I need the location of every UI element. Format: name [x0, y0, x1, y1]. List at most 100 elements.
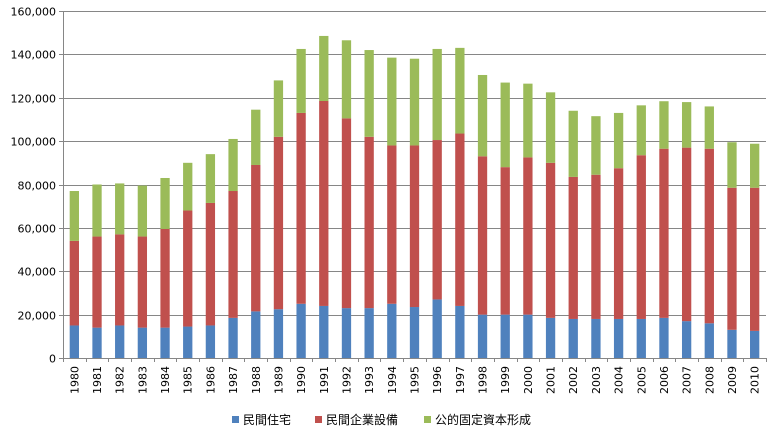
x-tick-label: 1989	[272, 366, 285, 394]
bar-segment-s2-1982	[115, 183, 125, 235]
bar-segment-s0-2010	[750, 330, 760, 358]
legend-label: 民間企業設備	[326, 412, 398, 427]
x-tick-label: 1985	[182, 366, 195, 394]
x-tick-label: 1999	[499, 366, 512, 394]
x-tick-label: 1980	[68, 366, 81, 394]
bar-segment-s1-1984	[160, 228, 170, 328]
bar-segment-s1-2010	[750, 187, 760, 331]
bar-segment-s0-2001	[545, 317, 556, 358]
bar-segment-s0-2002	[568, 318, 578, 358]
bar-segment-s0-1984	[160, 327, 170, 358]
legend-swatch	[232, 416, 239, 423]
bar-segment-s2-1994	[387, 57, 397, 146]
x-tick-label: 1986	[204, 366, 217, 394]
bar-segment-s2-2006	[659, 101, 669, 149]
bar-segment-s1-1981	[92, 236, 102, 328]
bar-segment-s0-1992	[341, 308, 352, 358]
x-tick-label: 2005	[635, 366, 648, 394]
bar-segment-s2-2009	[727, 142, 737, 188]
bar-segment-s1-1995	[409, 145, 420, 308]
x-tick-label: 1994	[386, 366, 399, 394]
bar-segment-s0-2009	[727, 329, 737, 358]
bar-segment-s0-2003	[591, 318, 601, 358]
bar-segment-s0-2004	[613, 318, 624, 358]
y-tick-label: 140,000	[11, 49, 57, 62]
bar-segment-s1-1994	[387, 145, 397, 304]
bar-segment-s2-1991	[319, 35, 329, 101]
bar-segment-s2-1990	[296, 48, 306, 113]
x-tick-label: 1981	[91, 366, 104, 394]
bar-segment-s1-1986	[205, 202, 216, 326]
bar-segment-s0-1990	[296, 303, 306, 358]
x-tick-label: 1997	[454, 366, 467, 394]
bar-segment-s2-1985	[183, 162, 193, 211]
bar-segment-s0-1987	[228, 317, 238, 358]
y-tick-label: 0	[49, 353, 56, 366]
bar-segment-s0-1995	[409, 307, 420, 358]
legend-label: 民間住宅	[243, 412, 291, 427]
legend-swatch	[424, 416, 431, 423]
bar-segment-s1-1997	[455, 133, 465, 306]
x-tick-label: 2003	[590, 366, 603, 394]
legend: 民間住宅 民間企業設備 公的固定資本形成	[232, 412, 531, 427]
bar-segment-s0-2006	[659, 317, 669, 358]
bar-segment-s0-1982	[115, 325, 125, 358]
x-tick-label: 2010	[749, 366, 762, 394]
bar-segment-s1-1987	[228, 191, 238, 318]
bar-segment-s1-2004	[613, 168, 624, 319]
x-tick-label: 2000	[522, 366, 535, 394]
x-tick-label: 2007	[681, 366, 694, 394]
bar-segment-s1-1999	[500, 167, 510, 315]
bar-segment-s2-1995	[409, 58, 420, 146]
x-tick-label: 1996	[431, 366, 444, 394]
bar-segment-s1-1998	[477, 156, 488, 315]
bar-segment-s2-1980	[69, 191, 79, 241]
bar-segment-s2-1996	[432, 48, 442, 141]
bar-segment-s0-2007	[681, 321, 692, 358]
bar-segment-s0-1988	[251, 311, 261, 358]
bar-segment-s1-2003	[591, 174, 601, 319]
x-tick-label: 2008	[703, 366, 716, 394]
bar-segment-s2-1993	[364, 50, 374, 137]
y-tick-label: 60,000	[18, 223, 57, 236]
bar-segment-s2-1984	[160, 177, 170, 229]
bar-segment-s0-1997	[455, 305, 465, 358]
bar-segment-s0-1998	[477, 314, 488, 359]
bar-segment-s1-2005	[636, 155, 646, 319]
bar-segment-s2-1983	[137, 185, 148, 237]
bar-segment-s2-1999	[500, 82, 510, 168]
bar-segment-s1-2001	[545, 162, 556, 318]
bar-segment-s2-1981	[92, 184, 102, 237]
bar-segment-s0-1983	[137, 327, 148, 358]
bar-segment-s2-2002	[568, 110, 578, 177]
x-tick-label: 1992	[340, 366, 353, 394]
bar-segment-s2-2003	[591, 116, 601, 175]
bar-segment-s2-2001	[545, 92, 556, 163]
y-tick-label: 100,000	[11, 136, 57, 149]
bar-segment-s2-2000	[523, 83, 533, 158]
y-tick-label: 80,000	[18, 180, 57, 193]
bar-segment-s1-1993	[364, 136, 374, 309]
bar-segment-s0-1994	[387, 303, 397, 358]
bar-segment-s1-1989	[273, 136, 284, 310]
bar-segment-s2-1987	[228, 138, 238, 192]
bar-segment-s1-2006	[659, 148, 669, 318]
bars	[69, 35, 760, 359]
bar-segment-s0-1980	[69, 325, 79, 358]
x-tick-label: 1984	[159, 366, 172, 394]
bar-segment-s0-2008	[704, 323, 714, 358]
bar-segment-s2-1998	[477, 74, 488, 157]
x-tick-label: 1988	[250, 366, 263, 394]
x-tick-label: 1990	[295, 366, 308, 394]
x-tick-label: 1987	[227, 366, 240, 394]
bar-segment-s2-1986	[205, 154, 216, 203]
y-axis: 0 20,000 40,000 60,000 80,000 100,000 120,000 1…	[11, 6, 64, 366]
x-tick-label: 1982	[114, 366, 127, 394]
bar-segment-s0-1985	[183, 326, 193, 358]
x-tick-label: 1993	[363, 366, 376, 394]
bar-segment-s1-1991	[319, 101, 329, 306]
legend-label: 公的固定資本形成	[435, 412, 531, 427]
x-tick-label: 1991	[318, 366, 331, 394]
bar-segment-s0-2000	[523, 314, 533, 359]
